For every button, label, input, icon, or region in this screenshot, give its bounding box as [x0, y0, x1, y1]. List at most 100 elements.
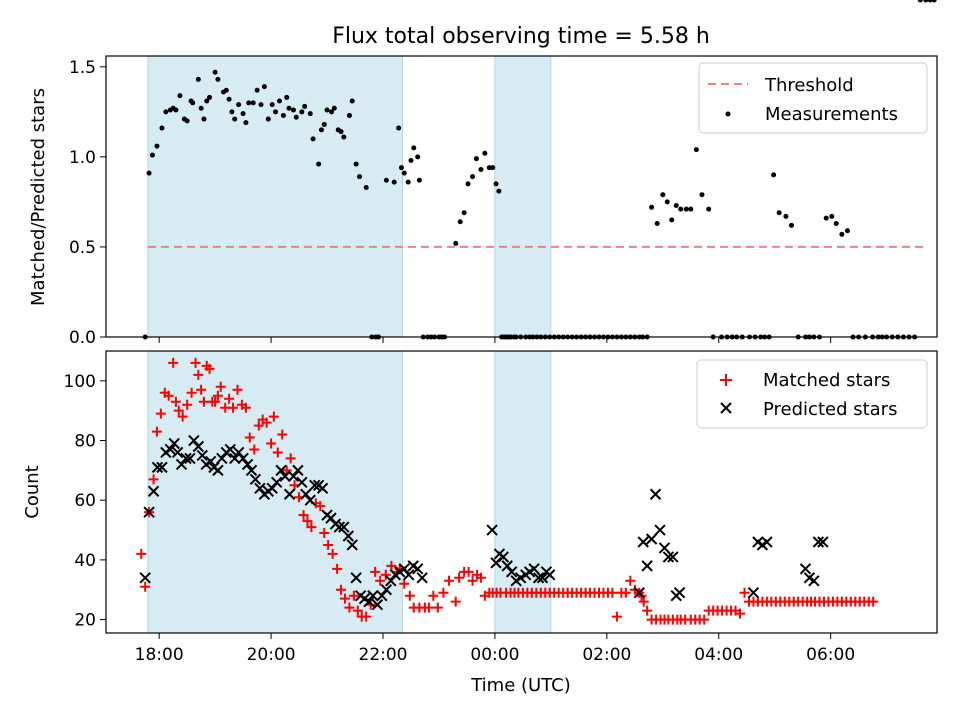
- measurement-point: [236, 102, 242, 108]
- measurement-point: [783, 213, 789, 219]
- predicted-star-point: [346, 539, 358, 551]
- matched-star-point: [272, 447, 283, 458]
- measurement-point: [927, 0, 933, 3]
- matched-star-point: [339, 593, 350, 604]
- matched-star-point: [244, 432, 255, 443]
- top-plot-frame: [105, 55, 938, 338]
- matched-star-point: [168, 357, 179, 368]
- measurement-point: [353, 161, 359, 167]
- measurement-point: [329, 109, 335, 115]
- predicted-star-point: [350, 572, 362, 584]
- measurement-point: [391, 179, 397, 185]
- legend-predicted-label: Predicted stars: [763, 399, 897, 420]
- measurement-point: [405, 179, 411, 185]
- measurement-point: [776, 210, 782, 216]
- matched-star-point: [151, 426, 162, 437]
- predicted-star-point: [237, 452, 249, 465]
- predicted-star-point: [143, 506, 155, 518]
- matched-star-point: [327, 548, 338, 559]
- measurement-point: [215, 76, 221, 82]
- matched-star-point: [868, 596, 879, 607]
- predicted-star-point: [338, 521, 350, 533]
- measurement-point: [302, 103, 308, 109]
- shaded-window: [147, 55, 404, 338]
- matched-star-point: [173, 405, 184, 416]
- x-tick-label: 02:00: [582, 645, 631, 665]
- measurement-point: [789, 222, 795, 228]
- measurement-point: [478, 166, 484, 172]
- matched-star-point: [428, 590, 439, 601]
- bottom-plot-frame: [105, 350, 938, 634]
- predicted-star-point: [385, 575, 397, 587]
- matched-star-point: [375, 575, 386, 586]
- measurement-point: [453, 240, 459, 246]
- measurement-point: [683, 206, 689, 212]
- measurement-point: [269, 102, 275, 108]
- predicted-star-point: [175, 458, 188, 471]
- matched-star-point: [463, 566, 474, 577]
- predicted-star-point: [799, 563, 812, 575]
- measurement-point: [396, 125, 402, 131]
- predicted-star-point: [171, 446, 184, 459]
- measurement-point: [699, 192, 705, 198]
- measurement-point: [243, 120, 249, 126]
- bottom-shaded-windows: [147, 350, 552, 634]
- matched-star-point: [386, 560, 397, 571]
- measurement-point: [363, 184, 369, 190]
- measurement-point: [310, 136, 316, 142]
- measurement-point: [356, 174, 362, 180]
- matched-star-point: [210, 396, 221, 407]
- measurement-point: [146, 170, 152, 176]
- predicted-star-point: [633, 587, 646, 599]
- predicted-star-point: [232, 446, 245, 459]
- predicted-star-point: [188, 434, 200, 447]
- matched-star-point: [302, 516, 313, 527]
- matched-star-point: [336, 584, 347, 595]
- matched-star-point: [140, 581, 151, 592]
- matched-star-point: [332, 563, 343, 574]
- y-tick-label: 1.0: [69, 148, 96, 168]
- legend-measurements-label: Measurements: [765, 104, 898, 125]
- measurement-point: [307, 111, 313, 117]
- measurement-point: [276, 98, 282, 104]
- predicted-star-point: [283, 488, 296, 500]
- predicted-star-point: [325, 512, 337, 524]
- x-tick-label: 06:00: [806, 645, 855, 665]
- matched-star-point: [186, 387, 197, 398]
- measurement-point: [240, 111, 246, 117]
- measurement-point: [229, 109, 235, 115]
- measurement-point: [660, 192, 666, 198]
- measurement-point: [318, 127, 324, 133]
- predicted-star-point: [196, 449, 208, 462]
- predicted-star-point: [411, 563, 424, 575]
- predicted-star-point: [645, 533, 658, 545]
- matched-star-point: [735, 608, 746, 619]
- measurement-point: [284, 94, 290, 100]
- measurement-point: [154, 143, 160, 149]
- predicted-star-point: [505, 566, 518, 578]
- matched-star-point: [323, 539, 334, 550]
- predicted-star-point: [147, 485, 160, 497]
- matched-star-point: [170, 396, 181, 407]
- y-tick-label: 1.5: [69, 58, 96, 78]
- matched-star-point: [224, 393, 235, 404]
- matched-star-point: [182, 399, 193, 410]
- x-tick-label: 18:00: [135, 645, 184, 665]
- shaded-window: [494, 55, 552, 338]
- matched-star-point: [155, 408, 166, 419]
- predicted-star-point: [761, 536, 773, 548]
- matched-star-point: [380, 569, 391, 580]
- y-tick-label: 60: [74, 491, 96, 511]
- predicted-star-point: [363, 595, 375, 608]
- matched-star-point: [277, 429, 288, 440]
- measurement-point: [316, 161, 322, 167]
- predicted-star-point: [486, 524, 498, 536]
- matched-star-point: [228, 402, 239, 413]
- predicted-star-point: [641, 560, 653, 572]
- matched-star-point: [739, 587, 750, 598]
- legend-measurements-swatch: [725, 111, 731, 117]
- predicted-star-point: [249, 473, 262, 486]
- measurement-point: [839, 231, 845, 237]
- measurement-point: [246, 100, 252, 106]
